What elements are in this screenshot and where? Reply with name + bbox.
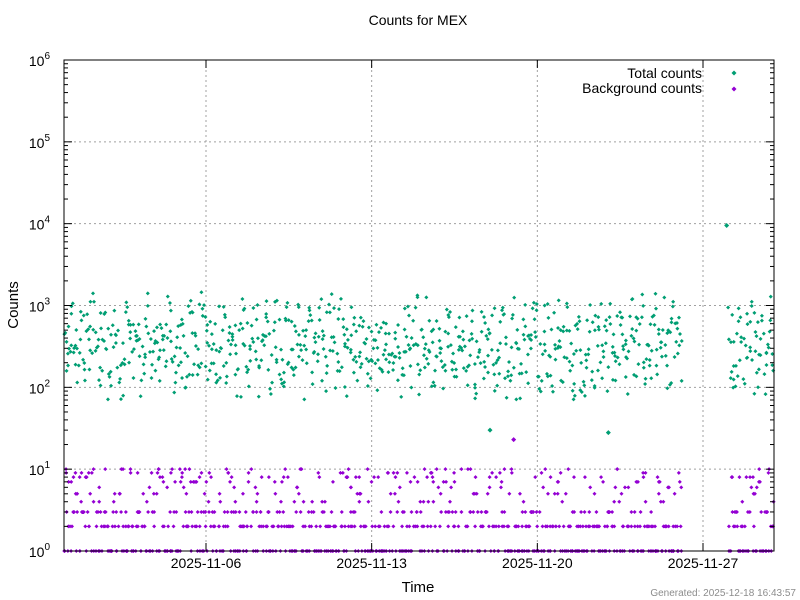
generated-timestamp: Generated: 2025-12-18 16:43:57 [650, 588, 796, 599]
legend-marker-total [731, 70, 737, 76]
y-tick-label: 102 [29, 378, 51, 396]
y-tick-label: 101 [29, 460, 51, 478]
x-tick-label: 2025-11-13 [336, 555, 407, 571]
total-counts-outlier-point [487, 427, 493, 433]
axis-ticks: 100 101 102 103 104 105 106 2025-11-06 2025-11-1… [29, 51, 774, 571]
total-counts-peak-point [724, 222, 730, 228]
y-axis-label: Counts [5, 281, 22, 329]
data-points [62, 222, 776, 553]
legend-marker-total-diamond [731, 70, 737, 76]
total-counts-outlier-point [605, 430, 611, 436]
y-tick-label: 105 [29, 133, 51, 151]
background-counts-max-point [511, 437, 517, 443]
total-counts-points [62, 290, 776, 402]
chart-title: Counts for MEX [369, 12, 468, 28]
x-tick-label: 2025-11-27 [668, 555, 739, 571]
legend: Total counts Background counts [582, 65, 737, 96]
x-tick-label: 2025-11-20 [502, 555, 573, 571]
legend-label-background: Background counts [582, 80, 702, 96]
x-axis-label: Time [402, 579, 435, 596]
y-tick-label: 100 [29, 542, 51, 560]
legend-marker-background [731, 86, 737, 92]
y-tick-label: 103 [29, 297, 51, 315]
grid [64, 60, 774, 551]
y-tick-label: 104 [29, 215, 51, 233]
y-tick-label: 106 [29, 51, 51, 69]
x-tick-label: 2025-11-06 [171, 555, 242, 571]
legend-marker-background-diamond [731, 86, 737, 92]
background-counts-points [62, 467, 776, 553]
legend-label-total: Total counts [627, 65, 702, 81]
